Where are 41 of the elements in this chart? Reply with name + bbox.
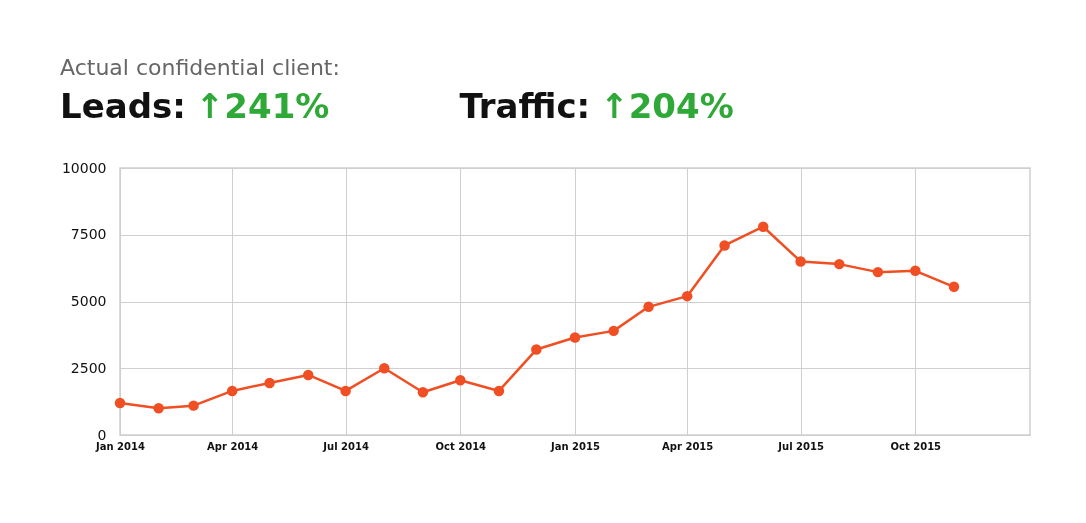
point [948,281,960,293]
point [910,265,921,277]
x-tick-label: Jan 2015 [550,440,600,452]
y-tick-label: 10000 [61,159,107,176]
point [153,403,164,414]
x-tick-label: Apr 2015 [662,440,714,452]
point [795,256,806,267]
point [226,385,238,397]
text: Leads: [60,86,186,126]
point [643,301,654,313]
y-tick-label: 5000 [70,293,107,309]
x-tick-label: Oct 2014 [435,440,487,452]
point [302,369,314,381]
point [340,385,351,397]
point [188,400,199,411]
x-tick-label: Apr 2014 [207,440,259,452]
point [493,385,505,397]
y-tick-label: 0 [97,426,107,443]
x-tick-label: Oct 2015 [890,440,942,452]
text: Traffic: [459,86,591,126]
point [569,332,581,343]
point [681,290,693,302]
point [719,240,730,251]
point [872,266,884,278]
point [417,387,429,398]
point [834,258,845,270]
point [757,221,769,232]
x-tick-label: Jul 2014 [322,440,369,452]
x-tick-label: Jul 2015 [777,440,824,452]
y-tick-label: 2500 [70,359,107,376]
point [264,377,275,389]
point [379,363,390,374]
y-tick-label: 7500 [70,226,107,243]
point [531,344,542,355]
text: ↑204% [600,86,734,126]
text: ↑241% [195,86,330,126]
point [608,325,619,337]
chart-title: Actual confidential client: [60,55,341,80]
point [455,375,466,386]
x-tick-label: Jan 2014 [95,440,145,452]
point [114,397,126,409]
